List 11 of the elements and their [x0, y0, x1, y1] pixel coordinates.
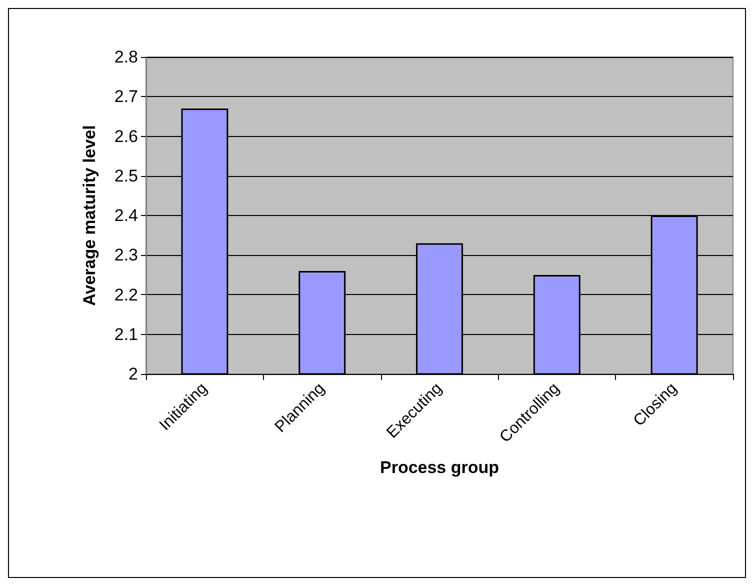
y-tick-label: 2.8 [114, 48, 138, 66]
y-tick-label: 2.2 [114, 285, 138, 304]
y-tick-label: 2.3 [114, 246, 138, 265]
y-tick-label: 2.4 [114, 206, 138, 225]
y-axis-title: Average maturity level [80, 125, 99, 306]
y-tick-label: 2.5 [114, 166, 138, 186]
y-tick-label: 2.1 [114, 324, 138, 344]
y-tick-label: 2 [128, 364, 138, 384]
y-tick-label: 2.6 [114, 126, 138, 146]
y-tick-label: 2.7 [114, 87, 138, 106]
x-axis-title: Process group [380, 458, 500, 477]
